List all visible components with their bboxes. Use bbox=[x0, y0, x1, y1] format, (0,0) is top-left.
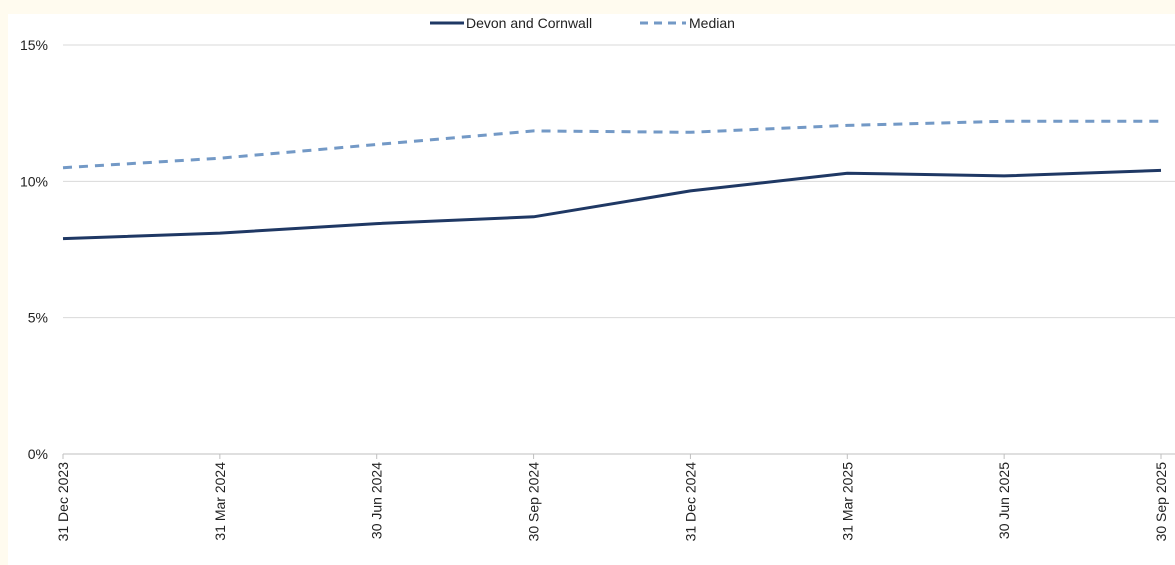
x-tick-label: 30 Jun 2025 bbox=[996, 462, 1012, 539]
x-tick-label: 30 Jun 2024 bbox=[369, 462, 385, 539]
y-tick-label: 5% bbox=[28, 310, 48, 326]
x-tick-label: 31 Dec 2023 bbox=[55, 462, 71, 542]
series-line-median bbox=[62, 119, 1161, 170]
series-line-devon-and-cornwall bbox=[62, 168, 1162, 241]
series-lines bbox=[62, 119, 1162, 241]
axes: 0% 5% 10% 15% 31 Dec 2023 31 Mar 2024 30 Jun 2… bbox=[20, 37, 1175, 541]
x-tick-label: 31 Mar 2025 bbox=[839, 462, 855, 541]
y-tick-label: 0% bbox=[28, 446, 48, 462]
y-tick-label: 10% bbox=[20, 173, 48, 189]
x-tick-label: 31 Dec 2024 bbox=[682, 462, 698, 542]
x-tick-label: 30 Sep 2024 bbox=[526, 462, 542, 542]
legend-label-devon-and-cornwall: Devon and Cornwall bbox=[466, 15, 592, 31]
legend: Devon and Cornwall Median bbox=[430, 15, 735, 31]
plot-background bbox=[8, 14, 1175, 565]
x-tick-label: 31 Mar 2024 bbox=[212, 462, 228, 541]
legend-label-median: Median bbox=[689, 15, 735, 31]
y-tick-label: 15% bbox=[20, 37, 48, 53]
gridlines bbox=[63, 44, 1175, 319]
x-tick-label: 30 Sep 2025 bbox=[1153, 462, 1169, 542]
